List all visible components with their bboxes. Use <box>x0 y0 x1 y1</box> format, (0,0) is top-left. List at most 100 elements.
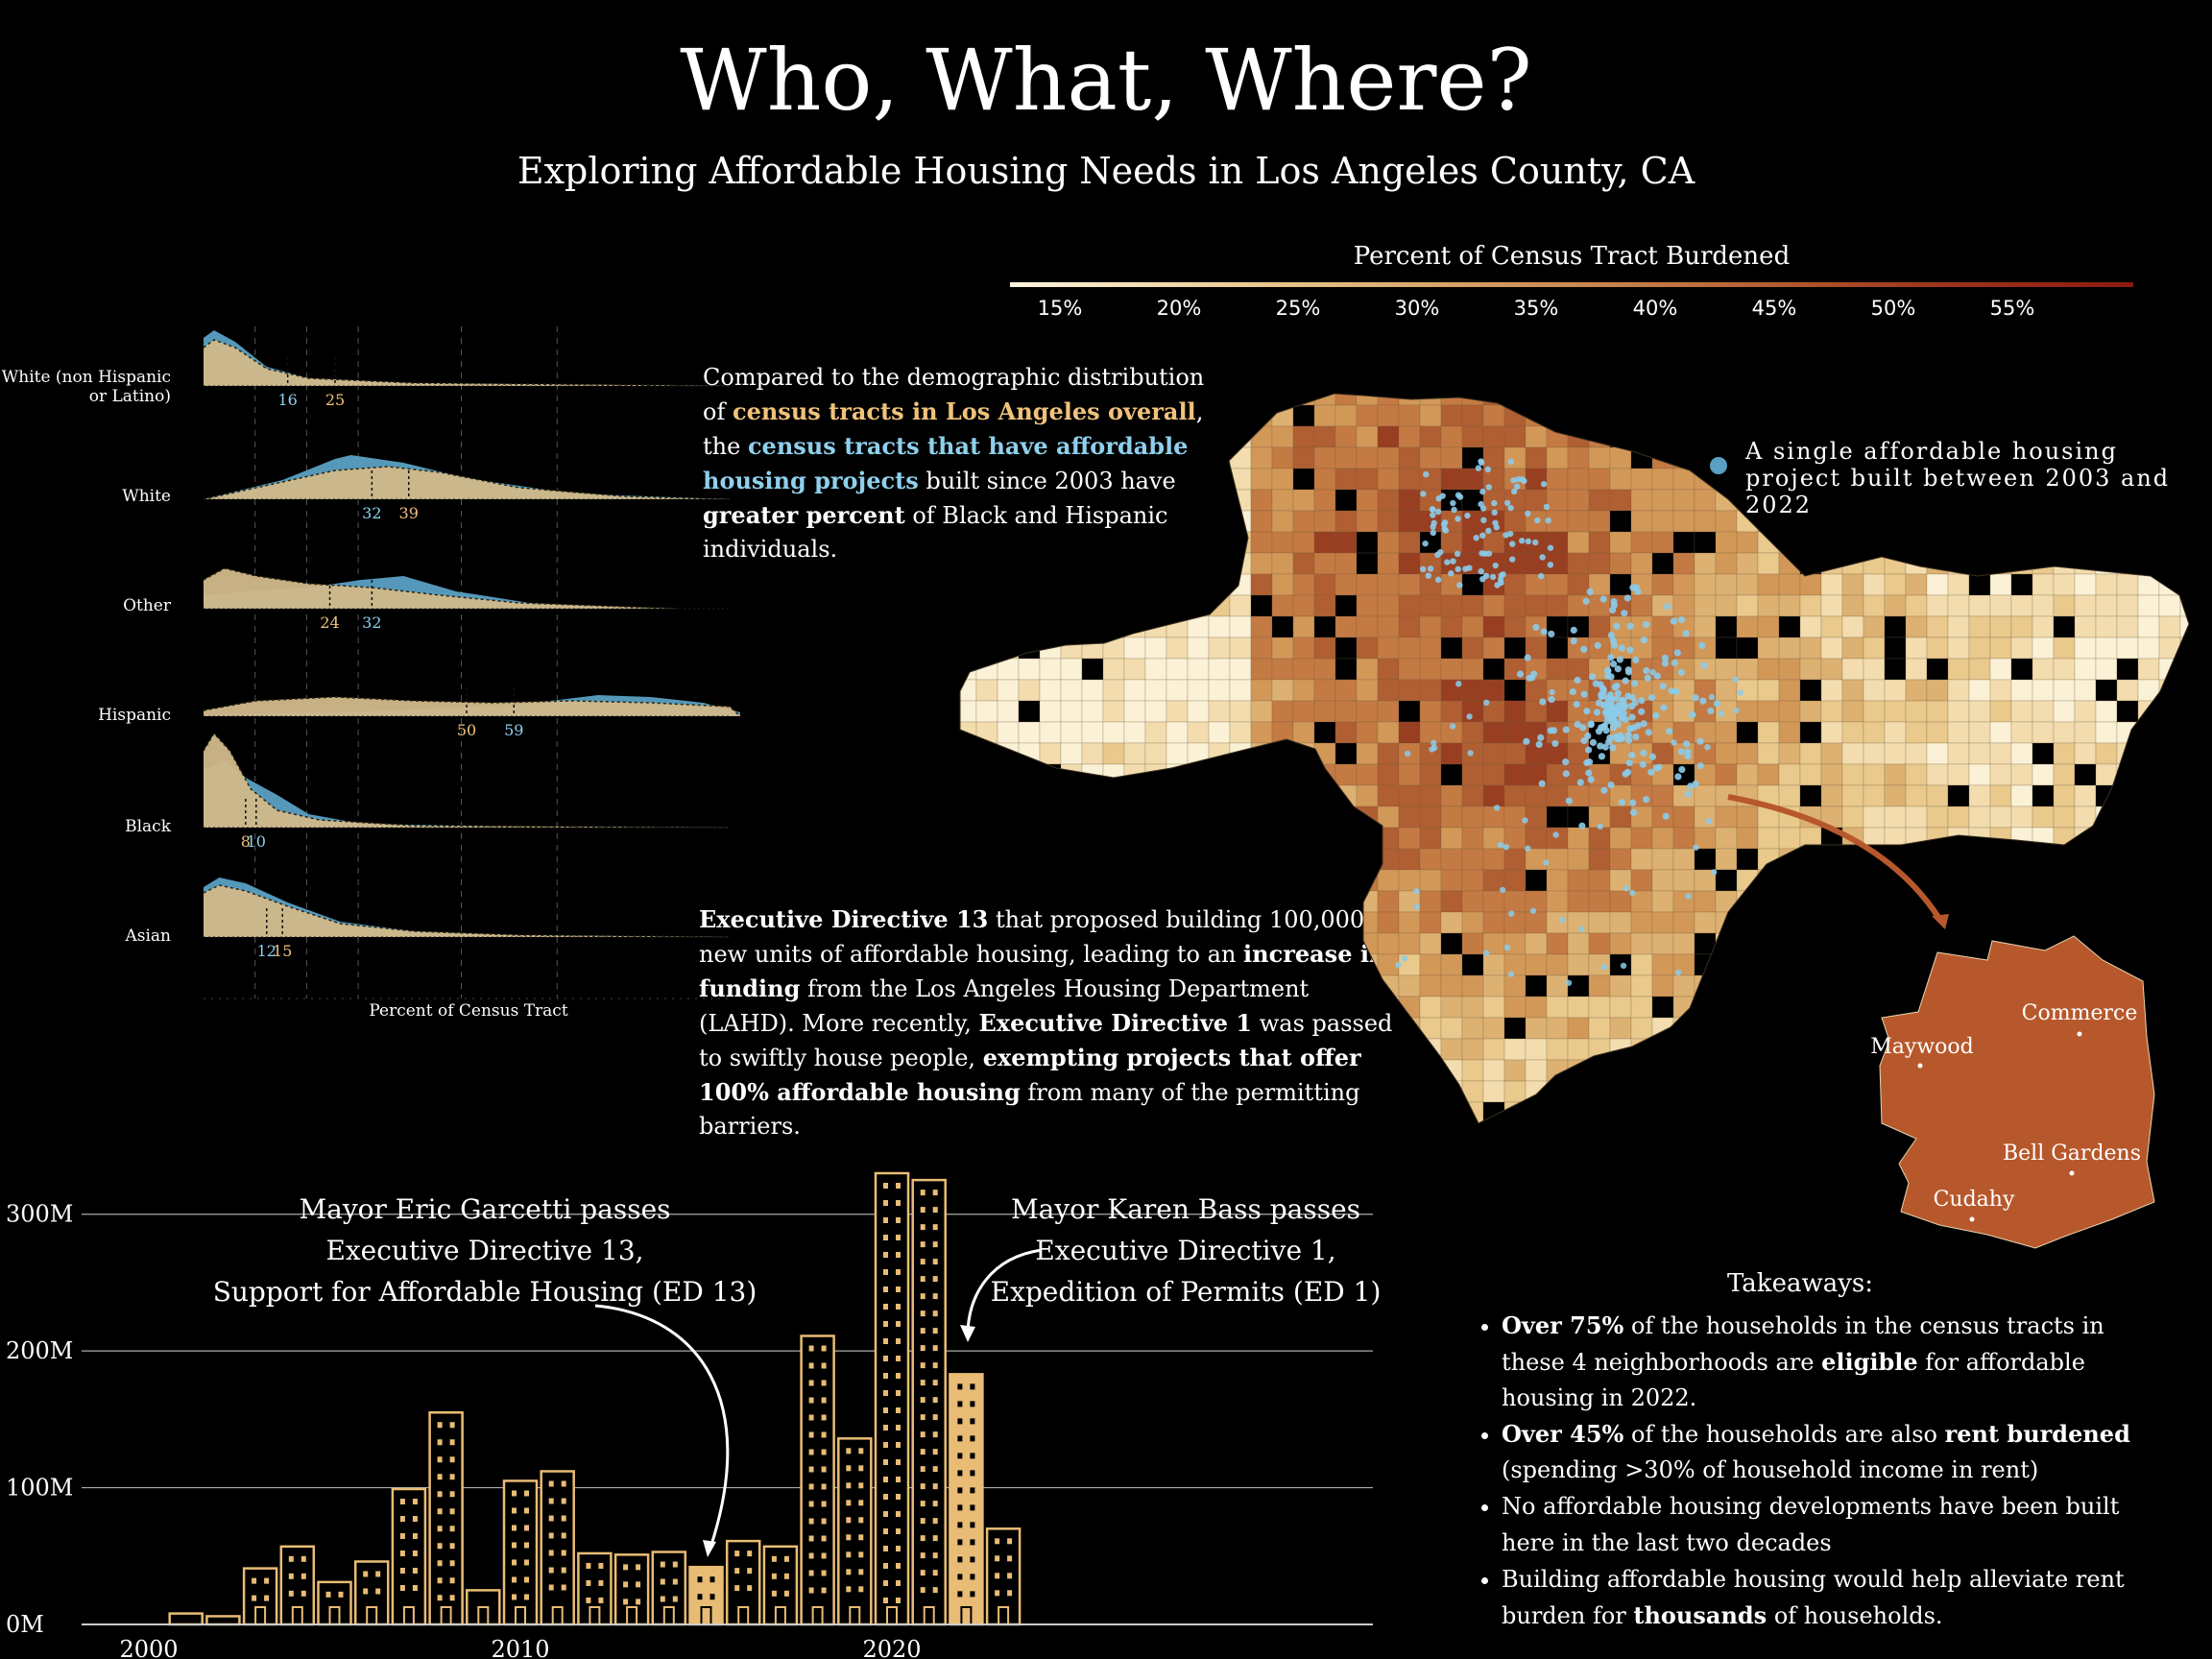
affordable-project-dot <box>1543 859 1550 866</box>
map-tract <box>997 996 1020 1019</box>
map-tract <box>997 510 1020 533</box>
bar-window <box>586 1597 591 1603</box>
map-tract <box>1715 848 1738 871</box>
map-tract <box>960 679 977 702</box>
map-tract <box>1989 890 2012 913</box>
bar-window <box>808 1570 814 1576</box>
map-tract <box>1292 953 1315 976</box>
ridge-label-white-nonhispanic: White (non Hispanic or Latino) <box>1 368 171 406</box>
map-tract <box>1630 869 1653 892</box>
map-tract <box>1651 1101 1674 1123</box>
map-tract <box>1694 1101 1717 1123</box>
bar-window <box>970 1539 975 1546</box>
map-tract <box>1187 594 1210 617</box>
map-tract <box>1144 869 1167 892</box>
map-tract <box>1123 890 1146 913</box>
map-tract <box>1841 763 1864 786</box>
map-tract <box>1778 1122 1801 1123</box>
map-tract <box>1356 658 1379 681</box>
map-tract <box>1039 848 1062 871</box>
map-tract <box>1546 637 1569 660</box>
map-tract <box>1229 953 1252 976</box>
map-tract <box>1968 679 1991 702</box>
bar-window <box>995 1538 1000 1545</box>
map-tract <box>1820 763 1843 786</box>
bar-y-tick-label: 100M <box>6 1475 73 1502</box>
bar-window <box>957 1539 963 1546</box>
neighborhood-marker <box>1917 1063 1923 1069</box>
map-tract <box>1757 394 1780 406</box>
map-tract <box>1018 721 1041 744</box>
map-tract <box>1672 827 1695 850</box>
map-tract <box>1334 425 1358 448</box>
map-tract <box>2179 890 2189 913</box>
map-tract <box>2095 742 2118 765</box>
map-tract <box>1229 869 1252 892</box>
map-tract <box>1694 552 1717 575</box>
map-tract <box>997 552 1020 575</box>
map-tract <box>1334 700 1358 723</box>
map-tract <box>1926 615 1949 638</box>
bar-window <box>734 1568 740 1575</box>
map-tract <box>1018 974 1041 998</box>
map-tract <box>1313 468 1336 491</box>
map-tract <box>1250 679 1273 702</box>
map-tract <box>1060 615 1083 638</box>
map-tract <box>1271 742 1294 765</box>
map-tract <box>1187 932 1210 955</box>
map-tract <box>1313 996 1336 1019</box>
bar-window <box>548 1567 554 1574</box>
map-tract <box>2032 404 2055 427</box>
map-tract <box>2095 615 2118 638</box>
map-tract <box>1799 1059 1822 1082</box>
map-tract <box>1144 594 1167 617</box>
neighborhood-marker <box>2077 1031 2082 1037</box>
map-tract <box>1229 510 1252 533</box>
map-tract <box>1672 1101 1695 1123</box>
bar-window <box>858 1534 864 1541</box>
map-tract <box>1081 531 1104 554</box>
affordable-project-dot <box>1569 687 1576 696</box>
map-tract <box>1799 552 1822 575</box>
map-tract <box>1503 784 1527 807</box>
bar-window <box>399 1516 405 1522</box>
map-tract <box>975 805 998 829</box>
map-tract <box>2158 594 2181 617</box>
map-tract <box>1863 932 1886 955</box>
map-tract <box>1630 1017 1653 1040</box>
map-tract <box>1989 869 2012 892</box>
affordable-project-dot <box>1491 509 1498 517</box>
bar-rect <box>688 1565 724 1626</box>
map-tract <box>1651 510 1674 533</box>
affordable-project-dot <box>1628 693 1637 702</box>
map-tract <box>2179 679 2189 702</box>
map-tract <box>1208 446 1231 469</box>
map-tract <box>1377 974 1400 998</box>
bar-window <box>932 1518 938 1525</box>
bar-rect <box>168 1612 204 1626</box>
bar-rect <box>800 1334 835 1626</box>
bar-window <box>697 1576 703 1583</box>
map-tract <box>2116 552 2139 575</box>
affordable-project-dot <box>1449 723 1456 730</box>
map-tract <box>1736 394 1759 406</box>
map-tract <box>2137 742 2160 765</box>
map-tract <box>1039 394 1062 406</box>
map-tract <box>1166 1038 1189 1061</box>
map-tract <box>1799 1038 1822 1061</box>
map-tract <box>997 827 1020 850</box>
map-tract <box>1947 763 1970 786</box>
affordable-project-dot <box>1643 620 1650 629</box>
bar-window <box>821 1570 827 1576</box>
map-tract <box>1863 594 1886 617</box>
map-tract <box>1672 510 1695 533</box>
map-tract <box>1482 658 1505 681</box>
bar-window <box>932 1587 938 1594</box>
affordable-project-dot <box>1619 696 1626 704</box>
map-tract <box>1567 953 1590 976</box>
bar-window <box>449 1422 455 1429</box>
map-tract <box>1651 869 1674 892</box>
bar-window <box>896 1286 901 1292</box>
map-tract <box>1841 932 1864 955</box>
map-tract <box>1947 615 1970 638</box>
